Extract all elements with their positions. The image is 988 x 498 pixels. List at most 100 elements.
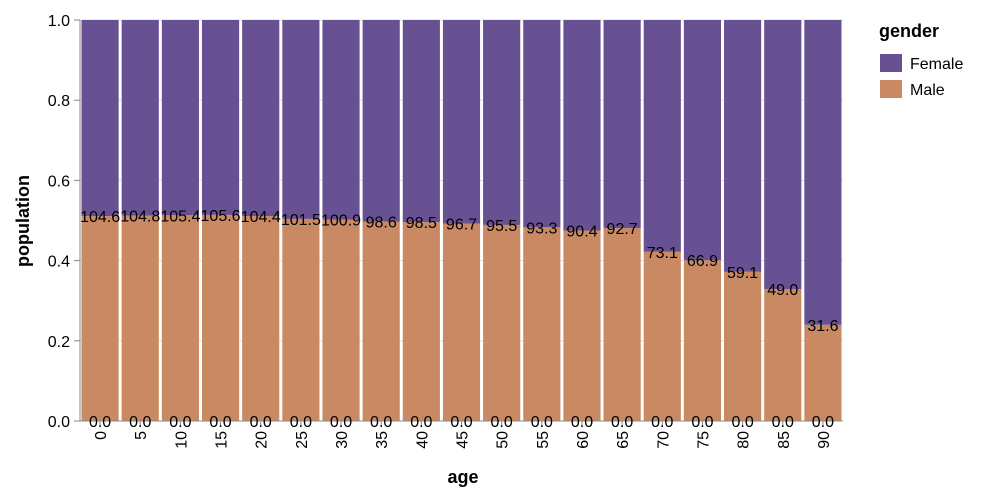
axes: 0.0 0.2 0.4 0.6 0.8 1.0 0 5 10 15 20 25 30 35 40 45 50 55…: [48, 13, 843, 449]
bar-male-0: [81, 216, 119, 421]
bar-male-65: [603, 228, 641, 421]
x-tick-label: 5: [133, 431, 150, 440]
data-label-base: 0.0: [450, 414, 472, 431]
data-label-top: 92.7: [607, 221, 638, 238]
data-label-top: 101.5: [281, 212, 321, 229]
x-tick-label: 55: [535, 431, 552, 449]
data-label-top: 98.6: [366, 215, 397, 232]
bar-female-0: [81, 20, 119, 217]
bar-female-70: [643, 20, 681, 252]
legend-swatch-male: [880, 80, 902, 98]
bar-male-75: [683, 260, 722, 421]
data-label-top: 104.8: [120, 209, 160, 226]
data-label-base: 0.0: [129, 414, 151, 431]
data-label-base: 0.0: [531, 414, 553, 431]
data-label-top: 73.1: [647, 245, 678, 262]
data-label-top: 98.5: [406, 215, 437, 232]
data-label-top: 105.4: [160, 208, 200, 225]
data-label-top: 95.5: [486, 218, 517, 235]
data-label-top: 49.0: [767, 282, 798, 299]
data-label-base: 0.0: [290, 414, 312, 431]
bar-male-60: [563, 230, 601, 421]
data-label-base: 0.0: [571, 414, 593, 431]
x-tick-label: 50: [495, 431, 512, 449]
x-tick-label: 10: [173, 431, 190, 449]
data-label-base: 0.0: [731, 414, 753, 431]
bars: [81, 20, 842, 421]
bar-female-80: [724, 20, 762, 272]
bar-male-50: [483, 224, 521, 421]
data-label-base: 0.0: [250, 414, 272, 431]
data-label-base: 0.0: [812, 414, 834, 431]
bar-female-5: [121, 20, 159, 216]
legend-title: gender: [879, 21, 939, 41]
data-label-base: 0.0: [330, 414, 352, 431]
bar-female-90: [804, 20, 842, 325]
bar-male-90: [804, 324, 842, 421]
y-axis-title: population: [13, 175, 33, 267]
bar-male-10: [161, 215, 199, 421]
data-label-top: 90.4: [566, 224, 597, 241]
data-label-base: 0.0: [651, 414, 673, 431]
x-tick-label: 85: [776, 431, 793, 449]
bar-male-85: [764, 289, 802, 421]
x-tick-label: 0: [93, 431, 110, 440]
data-label-base: 0.0: [611, 414, 633, 431]
bar-female-45: [442, 20, 481, 224]
data-label-base: 0.0: [772, 414, 794, 431]
bar-male-55: [523, 227, 561, 421]
bar-female-55: [523, 20, 561, 228]
bar-female-20: [242, 20, 280, 217]
x-tick-label: 90: [816, 431, 833, 449]
y-tick-label: 0.2: [48, 334, 70, 351]
x-tick-label: 30: [334, 431, 351, 449]
data-label-top: 105.6: [201, 208, 241, 225]
y-tick-label: 0.8: [48, 93, 70, 110]
bar-male-35: [362, 221, 400, 421]
x-axis-title: age: [447, 467, 478, 487]
y-tick-label: 1.0: [48, 13, 70, 30]
bar-male-70: [643, 251, 681, 421]
data-label-top: 104.4: [241, 209, 281, 226]
legend: gender Female Male: [879, 21, 963, 99]
bar-female-25: [282, 20, 320, 219]
data-label-base: 0.0: [169, 414, 191, 431]
bar-male-5: [121, 215, 159, 421]
bar-male-45: [442, 223, 481, 421]
data-label-top: 66.9: [687, 253, 718, 270]
data-label-base: 0.0: [209, 414, 231, 431]
bar-female-15: [201, 20, 240, 215]
x-tick-label: 40: [414, 431, 431, 449]
y-tick-label: 0.0: [48, 414, 70, 431]
data-labels: 104.6 0.0 104.8 0.0 105.4 0.0 105.6 0.0 104.4 0.0…: [80, 208, 839, 431]
legend-swatch-female: [880, 54, 902, 72]
bar-female-75: [683, 20, 722, 261]
legend-label-male: Male: [910, 82, 945, 99]
bar-male-40: [402, 222, 440, 421]
y-tick-label: 0.6: [48, 173, 70, 190]
data-label-top: 100.9: [321, 213, 361, 230]
y-tick-label: 0.4: [48, 254, 70, 271]
data-label-base: 0.0: [370, 414, 392, 431]
x-tick-label: 75: [695, 431, 712, 449]
data-label-top: 96.7: [446, 217, 477, 234]
data-label-base: 0.0: [410, 414, 432, 431]
x-tick-label: 15: [214, 431, 231, 449]
x-tick-label: 70: [655, 431, 672, 449]
data-label-top: 59.1: [727, 265, 758, 282]
bar-male-80: [724, 271, 762, 421]
bar-male-20: [242, 216, 280, 421]
x-tick-label: 45: [455, 431, 472, 449]
data-label-base: 0.0: [491, 414, 513, 431]
bar-female-40: [402, 20, 440, 223]
bar-male-25: [282, 218, 320, 421]
data-label-base: 0.0: [89, 414, 111, 431]
x-tick-label: 20: [254, 431, 271, 449]
legend-label-female: Female: [910, 56, 963, 73]
x-tick-label: 25: [294, 431, 311, 449]
bar-female-10: [161, 20, 199, 216]
data-label-top: 93.3: [526, 220, 557, 237]
bar-male-30: [322, 219, 360, 421]
bar-female-65: [603, 20, 641, 229]
